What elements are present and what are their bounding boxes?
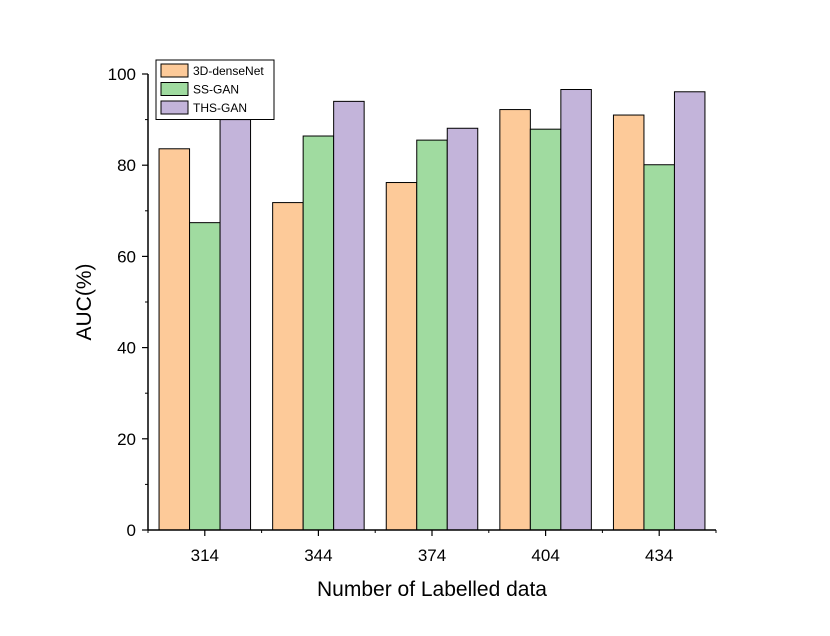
legend-label: SS-GAN bbox=[193, 83, 239, 97]
bar-3d-densenet-374 bbox=[385, 182, 418, 531]
y-tick-label: 60 bbox=[117, 247, 136, 266]
x-tick-label: 434 bbox=[645, 546, 673, 565]
y-tick-label: 40 bbox=[117, 339, 136, 358]
bar-ss-gan-344 bbox=[302, 135, 335, 531]
bar-3d-densenet-404 bbox=[499, 109, 531, 531]
bar-ss-gan-374 bbox=[416, 139, 448, 531]
y-axis-title: AUC(%) bbox=[73, 264, 96, 341]
bar-ths-gan-344 bbox=[333, 100, 365, 531]
bar-ss-gan-404 bbox=[529, 128, 562, 531]
y-tick-label: 20 bbox=[117, 430, 136, 449]
y-ticks-group: 0 20 40 60 80 100 bbox=[108, 65, 148, 540]
bar-ths-gan-314 bbox=[219, 119, 252, 531]
x-tick-label: 314 bbox=[191, 546, 219, 565]
y-tick-label: 80 bbox=[117, 156, 136, 175]
x-axis-title: Number of Labelled data bbox=[317, 578, 547, 601]
bar-ths-gan-434 bbox=[673, 91, 706, 531]
legend-label: THS-GAN bbox=[193, 101, 247, 115]
legend: 3D-denseNet SS-GAN THS-GAN bbox=[155, 59, 275, 120]
bar-ss-gan-434 bbox=[643, 164, 675, 531]
bar-ss-gan-314 bbox=[189, 222, 221, 531]
x-tick-label: 404 bbox=[531, 546, 559, 565]
x-tick-label: 374 bbox=[418, 546, 446, 565]
legend-swatch bbox=[160, 82, 189, 96]
y-tick-label: 0 bbox=[127, 521, 136, 540]
bar-ths-gan-404 bbox=[560, 89, 592, 531]
bar-ths-gan-374 bbox=[446, 127, 479, 531]
x-ticks-group: 314 344 374 404 434 bbox=[147, 530, 717, 565]
bar-3d-densenet-434 bbox=[612, 114, 645, 531]
bars-group bbox=[158, 89, 706, 531]
x-tick-label: 344 bbox=[304, 546, 332, 565]
legend-label: 3D-denseNet bbox=[193, 64, 264, 78]
legend-swatch bbox=[160, 63, 189, 78]
bar-3d-densenet-344 bbox=[272, 202, 304, 531]
bar-3d-densenet-314 bbox=[158, 148, 191, 531]
legend-swatch bbox=[160, 100, 189, 115]
y-tick-label: 100 bbox=[108, 65, 136, 84]
